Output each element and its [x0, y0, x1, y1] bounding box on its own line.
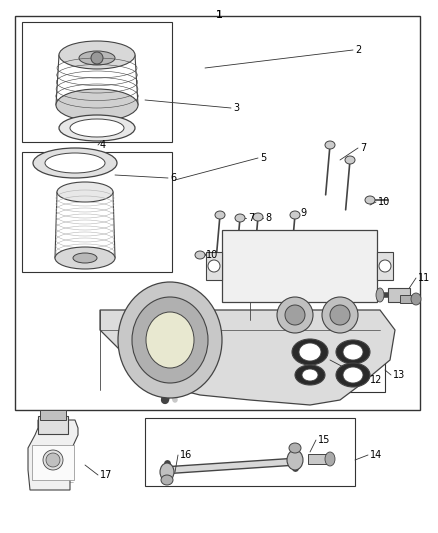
Ellipse shape — [343, 367, 363, 383]
Text: 1: 1 — [215, 10, 223, 20]
Bar — [38, 416, 68, 434]
Bar — [206, 252, 222, 280]
Ellipse shape — [59, 41, 135, 69]
Ellipse shape — [295, 365, 325, 385]
Ellipse shape — [343, 344, 363, 360]
Ellipse shape — [325, 141, 335, 149]
Bar — [400, 295, 416, 303]
Bar — [22, 22, 172, 142]
Text: 10: 10 — [378, 197, 390, 207]
Ellipse shape — [79, 51, 115, 65]
Text: 7: 7 — [248, 213, 254, 223]
Ellipse shape — [299, 343, 321, 361]
Ellipse shape — [215, 211, 225, 219]
Bar — [15, 16, 420, 410]
Ellipse shape — [70, 119, 124, 137]
Text: 4: 4 — [100, 140, 106, 150]
Ellipse shape — [118, 282, 222, 398]
Ellipse shape — [208, 260, 220, 272]
Text: 1: 1 — [215, 10, 223, 20]
Text: 16: 16 — [180, 450, 192, 460]
Text: 3: 3 — [233, 103, 239, 113]
Polygon shape — [28, 420, 78, 490]
Ellipse shape — [161, 475, 173, 485]
Text: 14: 14 — [370, 450, 382, 460]
Bar — [377, 252, 393, 280]
Text: 6: 6 — [170, 173, 176, 183]
Ellipse shape — [365, 196, 375, 204]
Text: 2: 2 — [355, 45, 361, 55]
Ellipse shape — [132, 297, 208, 383]
Bar — [145, 418, 355, 486]
Ellipse shape — [379, 260, 391, 272]
Bar — [280, 330, 385, 392]
Ellipse shape — [235, 214, 245, 222]
Text: 7: 7 — [360, 143, 366, 153]
Circle shape — [43, 450, 63, 470]
Ellipse shape — [345, 156, 355, 164]
Ellipse shape — [322, 297, 358, 333]
Ellipse shape — [73, 253, 97, 263]
Bar — [22, 152, 172, 272]
Bar — [222, 230, 377, 302]
Text: 12: 12 — [370, 375, 382, 385]
Text: 17: 17 — [100, 470, 113, 480]
Text: 5: 5 — [260, 153, 266, 163]
Text: 11: 11 — [418, 273, 430, 283]
Text: 9: 9 — [300, 208, 306, 218]
Bar — [388, 288, 410, 302]
Ellipse shape — [56, 89, 138, 121]
Ellipse shape — [376, 288, 384, 302]
Ellipse shape — [253, 213, 263, 221]
Ellipse shape — [59, 115, 135, 141]
Ellipse shape — [287, 450, 303, 470]
Text: 15: 15 — [318, 435, 330, 445]
Ellipse shape — [411, 293, 421, 305]
Ellipse shape — [33, 148, 117, 178]
Ellipse shape — [292, 339, 328, 365]
Ellipse shape — [336, 363, 370, 387]
Bar — [32, 445, 74, 480]
Ellipse shape — [289, 443, 301, 453]
Ellipse shape — [160, 463, 174, 481]
Bar — [40, 410, 66, 420]
Ellipse shape — [285, 305, 305, 325]
Ellipse shape — [277, 297, 313, 333]
Ellipse shape — [336, 340, 370, 364]
Text: 8: 8 — [265, 213, 271, 223]
Ellipse shape — [57, 182, 113, 202]
Ellipse shape — [325, 452, 335, 466]
Ellipse shape — [330, 305, 350, 325]
Ellipse shape — [46, 453, 60, 467]
Ellipse shape — [146, 312, 194, 368]
Polygon shape — [100, 310, 395, 405]
Bar — [308, 454, 328, 464]
Ellipse shape — [55, 247, 115, 269]
Text: 13: 13 — [393, 370, 405, 380]
Ellipse shape — [290, 211, 300, 219]
Circle shape — [91, 52, 103, 64]
Ellipse shape — [302, 369, 318, 381]
Text: 10: 10 — [206, 250, 218, 260]
Ellipse shape — [45, 153, 105, 173]
Ellipse shape — [195, 251, 205, 259]
